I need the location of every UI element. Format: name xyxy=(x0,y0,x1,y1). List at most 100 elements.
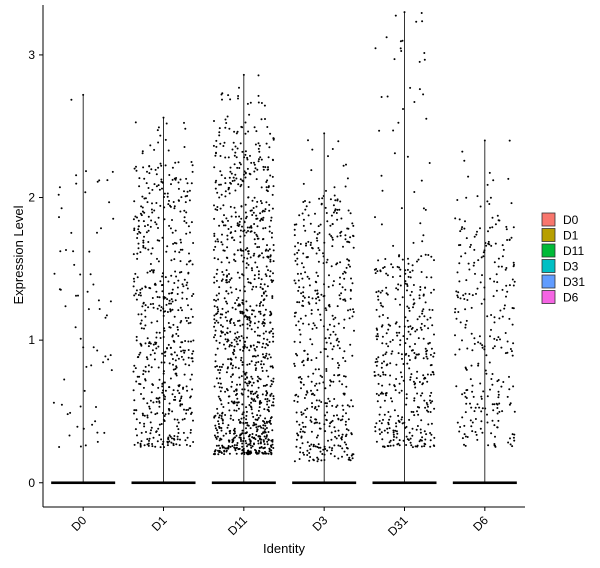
point-d31 xyxy=(416,370,419,373)
point-d31 xyxy=(409,376,412,379)
x-tick-label-d1: D1 xyxy=(149,513,170,534)
point-d3 xyxy=(317,296,320,299)
point-d3 xyxy=(295,445,298,448)
point-d1 xyxy=(155,341,158,344)
point-d11 xyxy=(258,334,261,337)
point-d31 xyxy=(377,394,380,397)
point-d1 xyxy=(175,372,178,375)
point-d3 xyxy=(351,453,354,456)
point-d1 xyxy=(166,192,169,195)
point-d3 xyxy=(344,185,347,188)
point-d1 xyxy=(171,178,174,181)
point-d1 xyxy=(150,269,153,272)
point-d31 xyxy=(422,234,425,237)
point-d3 xyxy=(325,261,328,264)
point-d6 xyxy=(458,280,461,283)
point-d11 xyxy=(254,423,256,426)
point-d1 xyxy=(140,205,143,208)
point-d11 xyxy=(235,452,238,455)
point-d11 xyxy=(260,360,263,363)
point-d1 xyxy=(149,432,152,435)
point-d31 xyxy=(387,323,390,326)
point-d11 xyxy=(268,209,271,212)
point-d31 xyxy=(382,392,384,395)
point-d11 xyxy=(220,241,223,244)
point-d3 xyxy=(310,309,313,312)
point-d31 xyxy=(385,364,388,367)
point-d11 xyxy=(257,277,260,280)
point-d3 xyxy=(324,206,327,209)
point-d11 xyxy=(213,305,216,308)
point-d1 xyxy=(180,241,182,244)
point-d1 xyxy=(152,401,155,404)
point-d3 xyxy=(319,427,322,430)
point-d31 xyxy=(415,428,418,431)
point-d31 xyxy=(381,289,384,292)
point-d1 xyxy=(162,440,165,443)
point-d11 xyxy=(217,382,220,385)
point-d1 xyxy=(180,271,183,273)
point-d11 xyxy=(264,450,266,453)
point-d1 xyxy=(171,437,173,440)
point-d11 xyxy=(221,220,224,223)
point-d3 xyxy=(299,381,302,383)
point-d11 xyxy=(272,404,275,407)
point-d1 xyxy=(166,245,169,248)
point-d6 xyxy=(493,321,496,324)
point-d31 xyxy=(393,435,395,438)
point-d11 xyxy=(246,384,249,387)
point-d11 xyxy=(214,353,217,356)
point-d31 xyxy=(401,258,404,261)
point-d3 xyxy=(332,204,335,207)
point-d31 xyxy=(399,40,402,43)
point-d1 xyxy=(172,444,175,447)
point-d11 xyxy=(258,402,261,405)
point-d3 xyxy=(309,419,312,422)
point-d11 xyxy=(262,363,265,366)
point-d11 xyxy=(231,367,234,370)
point-d1 xyxy=(176,389,179,392)
point-d1 xyxy=(187,317,190,319)
point-d6 xyxy=(478,335,481,338)
point-d3 xyxy=(296,257,299,260)
point-d11 xyxy=(259,156,262,159)
point-d6 xyxy=(497,390,500,393)
point-d31 xyxy=(429,399,431,402)
point-d6 xyxy=(481,431,484,434)
point-d11 xyxy=(268,341,271,343)
point-d11 xyxy=(261,370,264,372)
point-d1 xyxy=(141,150,144,153)
point-d31 xyxy=(425,276,428,279)
point-d11 xyxy=(217,369,220,371)
point-d1 xyxy=(155,173,158,176)
point-d31 xyxy=(409,437,412,440)
point-d31 xyxy=(378,420,381,422)
point-d6 xyxy=(480,395,483,398)
point-d31 xyxy=(375,440,378,443)
point-d1 xyxy=(134,215,137,218)
point-d3 xyxy=(345,266,348,269)
point-d6 xyxy=(492,409,495,412)
point-d31 xyxy=(424,406,427,409)
point-d11 xyxy=(220,415,223,417)
point-d11 xyxy=(268,331,271,334)
point-d1 xyxy=(174,161,177,164)
point-d11 xyxy=(264,273,267,276)
point-d3 xyxy=(311,405,314,408)
point-d1 xyxy=(163,381,166,384)
point-d11 xyxy=(257,147,260,150)
point-d11 xyxy=(234,215,237,218)
point-d11 xyxy=(217,453,220,456)
point-d1 xyxy=(162,389,164,392)
point-d11 xyxy=(269,356,272,359)
point-d11 xyxy=(251,412,254,415)
point-d6 xyxy=(501,315,504,318)
point-d11 xyxy=(270,392,273,395)
point-d6 xyxy=(502,381,505,383)
point-d31 xyxy=(383,413,386,416)
point-d1 xyxy=(177,432,180,434)
point-d1 xyxy=(156,440,159,443)
point-d0 xyxy=(104,316,107,319)
point-d1 xyxy=(149,303,152,306)
point-d11 xyxy=(224,414,227,416)
